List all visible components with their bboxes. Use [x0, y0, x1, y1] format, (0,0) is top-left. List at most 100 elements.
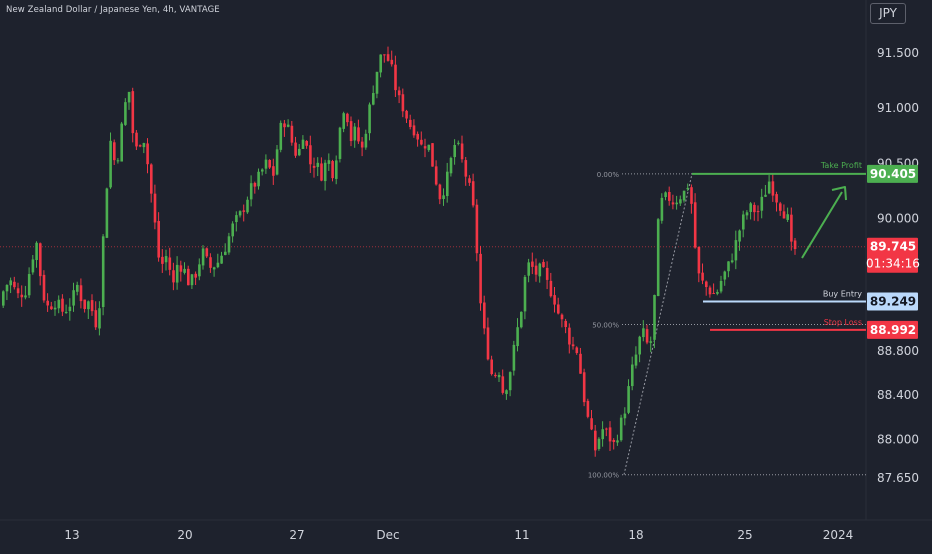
candle-body — [549, 280, 553, 297]
candle-body — [708, 287, 712, 295]
candle-body — [150, 164, 153, 194]
candle-body — [397, 90, 401, 96]
candle-body — [405, 110, 408, 119]
candle-body — [364, 133, 368, 148]
candle-body — [386, 54, 390, 61]
candle-body — [168, 257, 172, 270]
candle-body — [782, 211, 786, 219]
candle-body — [286, 124, 290, 127]
candle-body — [542, 261, 545, 268]
candle-body — [494, 374, 497, 377]
candle-body — [579, 353, 582, 374]
take-profit-badge — [867, 164, 918, 183]
candle-body — [738, 230, 741, 242]
candle-body — [320, 163, 323, 181]
candle-body — [346, 113, 349, 123]
candle-body — [164, 256, 168, 263]
candle-body — [594, 430, 597, 451]
current-price-badge — [867, 237, 918, 273]
candle-body — [686, 187, 690, 190]
candle-body — [190, 274, 194, 286]
candle-body — [705, 281, 708, 288]
candle-body — [235, 215, 238, 223]
candle-body — [331, 161, 334, 179]
candle-body — [31, 259, 35, 273]
candle-body — [730, 260, 734, 263]
candle-body — [460, 143, 464, 160]
candle-body — [423, 146, 427, 149]
x-tick-label: Dec — [376, 528, 399, 542]
candle-body — [631, 364, 634, 387]
candle-body — [90, 300, 94, 312]
y-tick-label: 87.650 — [877, 471, 919, 485]
candle-body — [553, 295, 556, 305]
candle-body — [649, 341, 653, 343]
candle-body — [520, 311, 523, 328]
candle-body — [534, 265, 538, 275]
current-price-value: 89.745 — [870, 240, 916, 254]
candle-body — [642, 328, 645, 338]
candle-body — [697, 247, 701, 274]
candle-body — [57, 299, 61, 309]
candle-body — [187, 268, 190, 286]
x-tick-label: 2024 — [823, 528, 854, 542]
candle-body — [253, 182, 257, 187]
candle-body — [749, 203, 752, 212]
candle-body — [24, 295, 27, 298]
candle-body — [124, 102, 127, 125]
candle-body — [61, 298, 64, 312]
candle-body — [175, 264, 179, 283]
candle-body — [575, 347, 579, 354]
candle-body — [479, 253, 482, 304]
candle-body — [379, 54, 382, 73]
candle-body — [146, 143, 149, 165]
candle-body — [449, 157, 453, 174]
candle-body — [153, 193, 157, 223]
candle-body — [764, 194, 767, 197]
candle-body — [105, 188, 109, 238]
candle-body — [272, 166, 275, 176]
candle-body — [242, 210, 246, 212]
candle-body — [161, 256, 164, 264]
candle-body — [227, 236, 231, 253]
candle-body — [9, 280, 12, 286]
candle-body — [668, 191, 671, 201]
candle-body — [486, 327, 490, 360]
candle-body — [98, 308, 101, 329]
candle-body — [608, 427, 612, 442]
candle-body — [775, 194, 778, 203]
candle-body — [564, 320, 567, 328]
candle-body — [690, 187, 693, 204]
candle-body — [734, 240, 738, 261]
y-tick-label: 91.500 — [877, 46, 919, 60]
candle-body — [83, 299, 86, 309]
candle-body — [5, 284, 9, 292]
candle-body — [512, 344, 516, 371]
candle-body — [368, 104, 371, 134]
candle-body — [712, 293, 715, 295]
candle-body — [623, 413, 627, 419]
candle-body — [116, 160, 120, 162]
candle-body — [309, 145, 312, 165]
candle-body — [645, 329, 649, 343]
currency-selector[interactable]: JPY — [870, 3, 906, 24]
candle-body — [224, 251, 227, 255]
candle-body — [571, 344, 575, 347]
candle-body — [786, 214, 789, 220]
candle-body — [727, 261, 730, 272]
candle-body — [468, 178, 471, 183]
candle-body — [634, 354, 638, 366]
candle-body — [76, 284, 79, 292]
candle-body — [756, 211, 760, 213]
candle-body — [771, 181, 775, 196]
candle-body — [457, 142, 460, 144]
candle-body — [483, 302, 486, 329]
candle-body — [301, 139, 305, 149]
candle-body — [375, 71, 379, 94]
candle-body — [653, 294, 656, 340]
candle-body — [261, 169, 264, 172]
candle-body — [664, 192, 667, 198]
candle-body — [342, 113, 345, 129]
